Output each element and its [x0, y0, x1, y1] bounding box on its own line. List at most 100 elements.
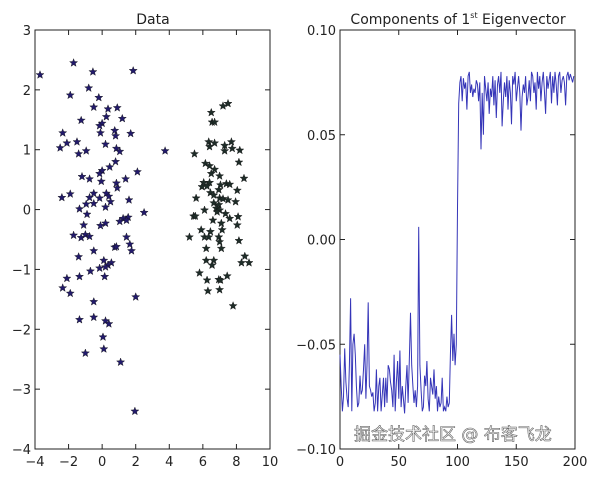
y-tick-label: 3	[23, 24, 31, 39]
star-point	[225, 179, 235, 189]
star-point	[126, 128, 136, 138]
star-point	[218, 101, 228, 110]
star-point	[100, 218, 111, 228]
star-point	[58, 283, 68, 292]
star-point	[208, 215, 218, 225]
star-point	[222, 271, 232, 280]
star-point	[94, 92, 104, 102]
star-point	[95, 220, 106, 230]
plot-frame	[34, 29, 271, 450]
star-point	[223, 195, 233, 204]
star-point	[234, 235, 244, 245]
y-tick-label: 0.10	[307, 24, 336, 39]
star-point	[111, 156, 121, 166]
star-point	[223, 98, 233, 108]
star-point	[194, 268, 205, 277]
star-point	[100, 202, 111, 212]
star-point	[111, 131, 121, 140]
star-point	[112, 103, 122, 112]
star-point	[89, 246, 99, 255]
star-point	[100, 271, 110, 281]
star-point	[112, 183, 122, 192]
y-tick-label: −3	[12, 383, 31, 398]
star-point	[203, 286, 213, 295]
star-point	[111, 241, 121, 251]
y-tick-label: −0.05	[296, 338, 336, 353]
star-point	[116, 357, 126, 367]
star-point	[35, 70, 45, 79]
star-point	[101, 112, 111, 121]
eigenvector-title: Components of 1st Eigenvector	[350, 11, 565, 28]
scatter-axes: Data −4 −2 0 2 4 6 8 10 −4 −3 −2 −1 0 1 2 3	[12, 12, 278, 470]
star-point	[160, 146, 170, 155]
star-point	[74, 314, 85, 324]
star-point	[228, 301, 238, 310]
star-point	[184, 232, 194, 241]
star-point	[77, 171, 87, 181]
star-point	[220, 209, 231, 218]
star-point	[99, 255, 109, 265]
eigenvector-line	[339, 71, 575, 414]
star-point	[210, 117, 220, 127]
star-point	[209, 190, 219, 200]
star-point	[236, 258, 247, 267]
x-tick-label: −2	[59, 455, 78, 470]
star-point	[121, 232, 132, 241]
y-tick-label: 0	[23, 204, 31, 219]
star-point	[117, 113, 127, 123]
star-point	[58, 128, 68, 137]
title-part-end: Eigenvector	[478, 12, 566, 28]
star-point	[214, 232, 224, 241]
star-point	[216, 243, 226, 253]
star-point	[204, 232, 214, 241]
star-point	[205, 226, 215, 236]
star-point	[204, 137, 214, 146]
star-point	[89, 198, 99, 208]
star-point	[226, 137, 236, 146]
star-point	[81, 146, 91, 155]
star-point	[74, 149, 84, 158]
star-point	[205, 161, 215, 170]
star-point	[89, 102, 99, 112]
star-point	[111, 178, 121, 188]
x-tick-label: 10	[262, 455, 279, 470]
star-point	[217, 225, 227, 234]
x-tick-label: 6	[199, 455, 207, 470]
star-point	[234, 157, 244, 167]
star-point	[85, 231, 95, 241]
star-point	[210, 138, 220, 147]
star-point	[89, 297, 99, 306]
star-point	[220, 146, 230, 155]
x-tick-label: 4	[165, 455, 173, 470]
y-tick-label: −4	[12, 443, 31, 458]
x-tick-label: 2	[132, 455, 140, 470]
star-point	[85, 174, 95, 183]
star-point	[202, 275, 212, 285]
y-tick-label: 1	[23, 144, 31, 159]
star-point	[191, 193, 201, 203]
star-point	[209, 255, 219, 265]
star-point	[55, 143, 65, 152]
star-point	[206, 168, 216, 178]
star-point	[207, 260, 217, 270]
star-point	[85, 266, 95, 276]
star-point	[95, 121, 105, 130]
star-point	[74, 252, 84, 261]
star-point	[88, 67, 98, 76]
x-tick-label: 0	[336, 455, 344, 470]
star-point	[212, 207, 222, 216]
star-point	[125, 239, 135, 249]
star-point	[206, 107, 216, 117]
star-point	[214, 200, 224, 209]
star-point	[115, 216, 125, 226]
star-point	[81, 199, 91, 209]
star-point	[72, 137, 82, 146]
star-point	[240, 251, 250, 261]
x-tick-label: −4	[25, 455, 44, 470]
star-point	[232, 220, 242, 229]
x-tick-label: 100	[445, 455, 470, 470]
star-point	[95, 128, 106, 137]
star-point	[227, 143, 237, 153]
scatter-title: Data	[136, 12, 169, 28]
